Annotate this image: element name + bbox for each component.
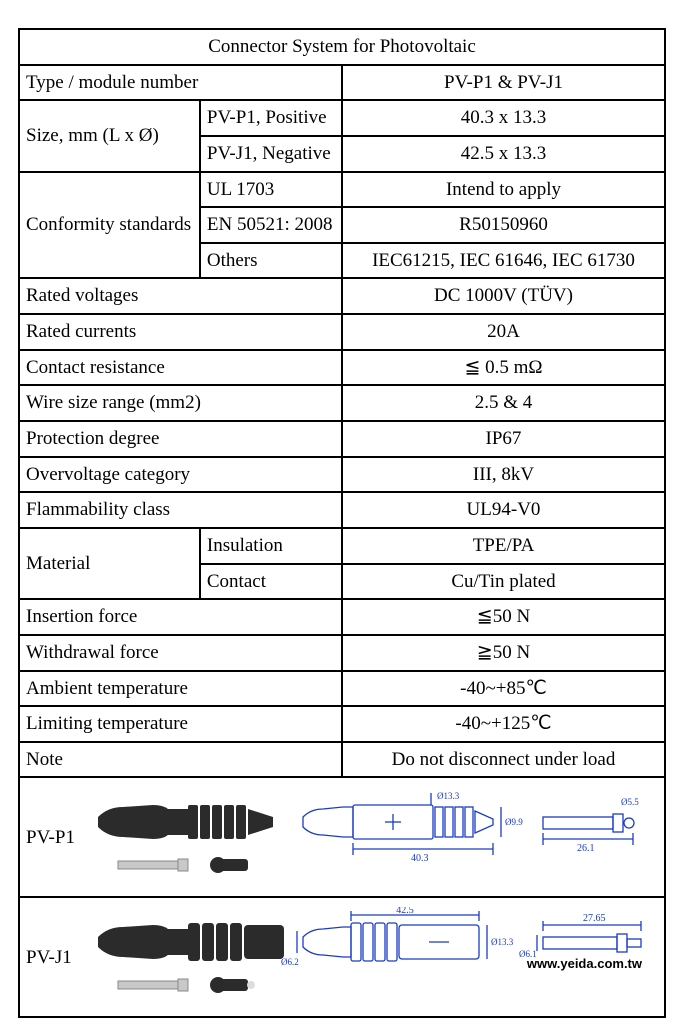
dim-p1-dia: Ø13.3 bbox=[437, 791, 460, 801]
dim-j1-pin-len: 27.65 bbox=[583, 913, 606, 924]
row-label-limiting: Limiting temperature bbox=[19, 706, 342, 742]
dim-p1-pin-len: 26.1 bbox=[577, 843, 595, 854]
cell-conf-c-label: Others bbox=[200, 243, 342, 279]
cell-conf-b-label: EN 50521: 2008 bbox=[200, 207, 342, 243]
cell-size-b-label: PV-J1, Negative bbox=[200, 136, 342, 172]
row-value-overvoltage: III, 8kV bbox=[342, 457, 665, 493]
diagram-pv-p1-icon: Ø13.3 Ø9.9 40.3 Ø5.5 bbox=[88, 787, 658, 887]
cell-material-a-value: TPE/PA bbox=[342, 528, 665, 564]
row-label-withdrawal: Withdrawal force bbox=[19, 635, 342, 671]
row-label-rated-voltages: Rated voltages bbox=[19, 278, 342, 314]
row-value-note: Do not disconnect under load bbox=[342, 742, 665, 778]
footer-url: www.yeida.com.tw bbox=[527, 956, 642, 971]
diagram-label-pv-p1: PV-P1 bbox=[26, 825, 82, 851]
cell-size-a-label: PV-P1, Positive bbox=[200, 100, 342, 136]
row-label-contact-res: Contact resistance bbox=[19, 350, 342, 386]
row-label-size: Size, mm (L x Ø) bbox=[19, 100, 200, 171]
row-value-wire-size: 2.5 & 4 bbox=[342, 385, 665, 421]
row-value-ambient: -40~+85℃ bbox=[342, 671, 665, 707]
row-value-insertion: ≦50 N bbox=[342, 599, 665, 635]
table-title: Connector System for Photovoltaic bbox=[19, 29, 665, 65]
row-value-protection: IP67 bbox=[342, 421, 665, 457]
row-label-ambient: Ambient temperature bbox=[19, 671, 342, 707]
row-label-insertion: Insertion force bbox=[19, 599, 342, 635]
row-value-contact-res: ≦ 0.5 mΩ bbox=[342, 350, 665, 386]
row-value-rated-currents: 20A bbox=[342, 314, 665, 350]
row-label-protection: Protection degree bbox=[19, 421, 342, 457]
row-label-conformity: Conformity standards bbox=[19, 172, 200, 279]
dim-j1-body-dia: Ø13.3 bbox=[491, 937, 514, 947]
dim-p1-len: 40.3 bbox=[411, 853, 429, 864]
row-value-rated-voltages: DC 1000V (TÜV) bbox=[342, 278, 665, 314]
dim-p1-body-dia: Ø9.9 bbox=[505, 817, 523, 827]
row-value-type: PV-P1 & PV-J1 bbox=[342, 65, 665, 101]
dim-j1-cable-dia: Ø6.2 bbox=[281, 957, 299, 967]
dim-p1-pin-dia: Ø5.5 bbox=[621, 797, 639, 807]
row-label-flammability: Flammability class bbox=[19, 492, 342, 528]
diagram-cell-pv-p1: PV-P1 bbox=[19, 777, 665, 897]
cell-material-b-label: Contact bbox=[200, 564, 342, 600]
row-label-note: Note bbox=[19, 742, 342, 778]
spec-table: Connector System for Photovoltaic Type /… bbox=[18, 28, 666, 1018]
cell-conf-a-label: UL 1703 bbox=[200, 172, 342, 208]
row-value-withdrawal: ≧50 N bbox=[342, 635, 665, 671]
cell-material-a-label: Insulation bbox=[200, 528, 342, 564]
cell-conf-c-value: IEC61215, IEC 61646, IEC 61730 bbox=[342, 243, 665, 279]
dim-j1-len: 42.5 bbox=[396, 907, 414, 916]
cell-size-b-value: 42.5 x 13.3 bbox=[342, 136, 665, 172]
row-value-limiting: -40~+125℃ bbox=[342, 706, 665, 742]
row-value-flammability: UL94-V0 bbox=[342, 492, 665, 528]
row-label-wire-size: Wire size range (mm2) bbox=[19, 385, 342, 421]
cell-size-a-value: 40.3 x 13.3 bbox=[342, 100, 665, 136]
row-label-material: Material bbox=[19, 528, 200, 599]
diagram-label-pv-j1: PV-J1 bbox=[26, 945, 82, 971]
cell-material-b-value: Cu/Tin plated bbox=[342, 564, 665, 600]
row-label-type: Type / module number bbox=[19, 65, 342, 101]
cell-conf-b-value: R50150960 bbox=[342, 207, 665, 243]
row-label-rated-currents: Rated currents bbox=[19, 314, 342, 350]
row-label-overvoltage: Overvoltage category bbox=[19, 457, 342, 493]
cell-conf-a-value: Intend to apply bbox=[342, 172, 665, 208]
